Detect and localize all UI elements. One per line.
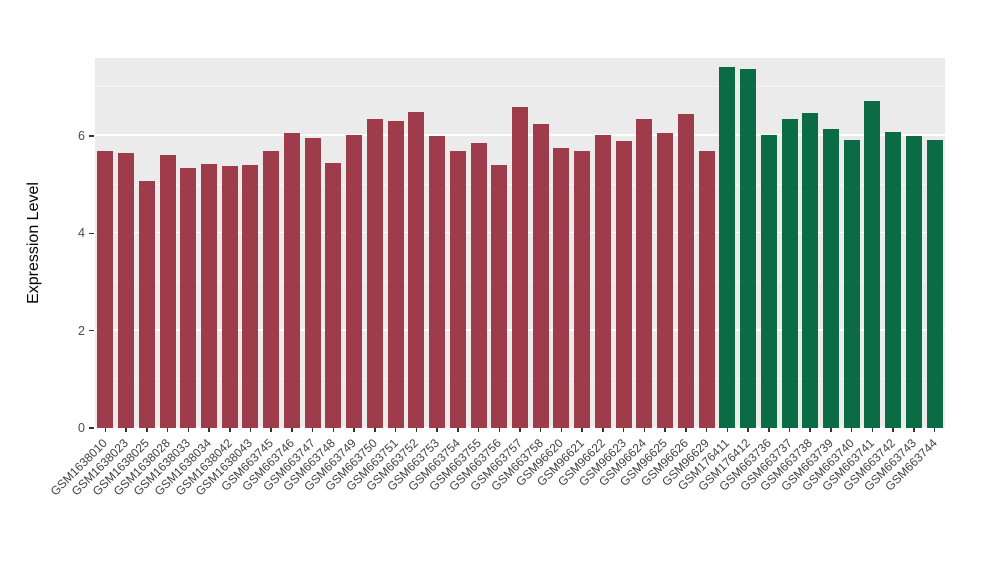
bar-GSM1638042 [221,166,238,428]
chart-panel [95,58,945,428]
bar-GSM663755 [470,143,487,428]
bar-GSM663745 [263,150,280,428]
bar-GSM663758 [532,123,549,428]
bar-GSM1638028 [159,155,176,428]
bar-GSM96624 [636,118,653,428]
bar-GSM663754 [449,151,466,428]
x-tick-mark [622,428,625,432]
x-tick-mark [643,428,646,432]
bar-GSM1638043 [242,165,259,428]
x-tick-mark [166,428,169,432]
x-tick-mark [519,428,521,432]
x-tick-mark [104,428,107,432]
x-tick-mark [229,428,231,432]
x-tick-mark [850,428,853,432]
x-tick-mark [146,428,148,432]
bar-GSM96625 [657,133,674,428]
bar-GSM663743 [905,135,922,428]
bar-GSM176412 [740,68,757,428]
bar-GSM663750 [366,118,383,428]
x-tick-mark [477,428,480,432]
x-tick-mark [830,428,832,432]
bar-GSM663742 [885,132,902,428]
gridline-minor [95,86,945,88]
bar-GSM663757 [512,106,528,428]
y-tick-label: 4 [78,226,85,241]
bar-GSM663753 [429,135,446,428]
x-tick-mark [332,428,335,432]
y-tick-mark [89,135,94,137]
bar-GSM1638010 [97,151,114,428]
x-tick-mark [913,428,915,432]
x-tick-mark [726,428,729,432]
bar-GSM1638025 [138,180,155,428]
x-tick-mark [415,428,418,432]
x-tick-mark [125,428,127,432]
y-tick-mark [89,329,94,332]
x-tick-mark [539,428,542,432]
x-tick-mark [436,428,438,432]
bar-GSM663738 [802,112,819,428]
x-tick-mark [933,428,936,432]
x-tick-mark [788,428,791,432]
bar-GSM663747 [304,138,321,428]
x-tick-mark [374,428,376,432]
x-tick-mark [457,428,459,432]
bar-GSM96626 [677,114,694,428]
bar-GSM96623 [615,140,632,428]
x-tick-mark [871,428,874,432]
x-tick-mark [892,428,894,432]
bar-GSM663756 [491,165,508,428]
x-tick-mark [394,428,397,432]
y-tick-label: 6 [78,128,85,143]
bar-GSM663751 [387,121,404,428]
x-tick-mark [270,428,272,432]
bar-GSM176411 [719,66,736,428]
x-tick-mark [208,428,210,432]
x-tick-mark [664,428,666,432]
x-tick-mark [685,428,687,432]
x-tick-mark [581,428,583,432]
y-tick-label: 0 [78,421,85,435]
bar-GSM1638023 [118,152,135,428]
bar-GSM663748 [325,162,342,428]
x-tick-mark [768,428,770,432]
bar-GSM96620 [553,148,570,428]
y-axis-title: Expression Level [25,182,42,304]
bar-GSM663737 [781,118,798,428]
bar-GSM96621 [574,151,591,428]
bar-GSM663739 [822,128,839,428]
bar-GSM663736 [760,134,777,428]
y-tick-mark [89,232,94,234]
bar-GSM96622 [594,134,611,428]
bar-GSM96629 [698,151,715,428]
x-tick-mark [498,428,501,432]
x-tick-mark [311,428,314,432]
bar-GSM1638033 [180,167,197,428]
bar-GSM663744 [926,139,943,428]
x-tick-mark [602,428,604,432]
bar-GSM663746 [283,133,300,428]
bar-GSM1638034 [201,164,218,428]
x-tick-mark [249,428,252,432]
bar-GSM663741 [864,100,881,428]
x-tick-mark [809,428,811,432]
bar-GSM663752 [408,111,425,428]
x-tick-mark [353,428,355,432]
bar-GSM663740 [843,139,860,428]
x-tick-mark [560,428,563,432]
x-tick-mark [291,428,293,432]
y-tick-mark [89,427,94,429]
x-tick-mark [705,428,708,432]
x-tick-mark [187,428,190,432]
y-tick-label: 2 [78,323,85,338]
x-tick-mark [747,428,749,432]
bar-GSM663749 [346,134,363,428]
